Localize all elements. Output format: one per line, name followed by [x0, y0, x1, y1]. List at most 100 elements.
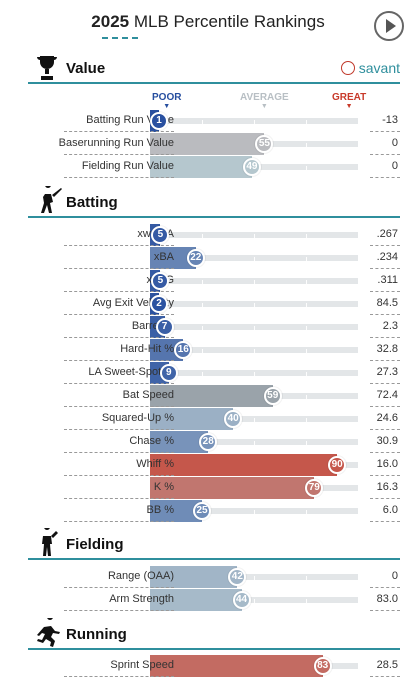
row-divider: [64, 245, 174, 246]
metric-row[interactable]: Squared-Up % 40 24.6: [28, 408, 400, 436]
metric-label: LA Sweet-Spot %: [88, 366, 174, 378]
track-tick: [202, 349, 203, 367]
metric-label: Chase %: [129, 435, 174, 447]
metric-label: Arm Strength: [109, 593, 174, 605]
row-divider: [64, 521, 174, 522]
row-divider: [64, 452, 174, 453]
metric-label: BB %: [146, 504, 174, 516]
section-header-value: Value savant: [28, 52, 400, 84]
percentile-bar: [150, 477, 315, 499]
metric-row[interactable]: Avg Exit Velocity 2 84.5: [28, 293, 400, 321]
metric-row[interactable]: Bat Speed 59 72.4: [28, 385, 400, 413]
metric-row[interactable]: xwOBA5.267: [28, 224, 400, 252]
percentile-track: [150, 347, 358, 367]
track-tick: [306, 372, 307, 390]
percentile-dot: 79: [305, 479, 324, 497]
value-divider: [370, 337, 400, 338]
metric-value: 30.9: [376, 435, 398, 447]
metric-row[interactable]: Arm Strength 44 83.0: [28, 589, 400, 617]
track-tick: [254, 234, 255, 252]
metric-label: Range (OAA): [107, 570, 174, 582]
savant-logo[interactable]: savant: [340, 60, 400, 76]
track-tick: [306, 166, 307, 184]
percentile-bar: [150, 589, 242, 611]
page-title: 2025 MLB Percentile Rankings: [0, 12, 416, 32]
metric-value: 27.3: [376, 366, 398, 378]
percentile-dot: 1: [150, 112, 168, 130]
row-divider: [64, 383, 174, 384]
play-button[interactable]: [374, 11, 404, 41]
metric-row[interactable]: LA Sweet-Spot % 9 27.3: [28, 362, 400, 390]
metric-value: 32.8: [376, 343, 398, 355]
track-tick: [306, 395, 307, 413]
metric-row[interactable]: Baserunning Run Value 55 0: [28, 133, 400, 161]
metric-row[interactable]: xSLG5.311: [28, 270, 400, 298]
track-tick: [306, 441, 307, 459]
percentile-dot: 2: [150, 295, 168, 313]
track-tick: [202, 120, 203, 138]
row-divider: [64, 131, 174, 132]
percentile-dot: 28: [199, 433, 218, 451]
percentile-track: [150, 118, 358, 138]
percentile-bar: [150, 566, 238, 588]
percentile-dot: 49: [242, 158, 261, 176]
legend-poor-marker: ▼: [163, 103, 171, 110]
metric-value: .267: [376, 228, 398, 240]
track-tick: [254, 372, 255, 390]
metric-row[interactable]: xBA 22 .234: [28, 247, 400, 275]
section-title: Batting: [66, 194, 118, 211]
track-tick: [254, 418, 255, 436]
metric-row[interactable]: K % 79 16.3: [28, 477, 400, 505]
track-tick: [254, 280, 255, 298]
metric-row[interactable]: Range (OAA) 42 0: [28, 566, 400, 594]
track-tick: [306, 326, 307, 344]
percentile-bar: [150, 408, 234, 430]
metric-row[interactable]: Batting Run Value 1 -13: [28, 110, 400, 138]
section-title: Running: [66, 626, 127, 643]
value-divider: [370, 406, 400, 407]
legend-great-label: GREAT: [332, 92, 367, 103]
track-tick: [306, 257, 307, 275]
row-divider: [64, 154, 174, 155]
metric-label: Baserunning Run Value: [58, 137, 174, 149]
metric-row[interactable]: Chase % 28 30.9: [28, 431, 400, 459]
value-divider: [370, 131, 400, 132]
value-divider: [370, 268, 400, 269]
metric-row[interactable]: Barrel % 7 2.3: [28, 316, 400, 344]
metric-row[interactable]: Whiff % 90 16.0: [28, 454, 400, 482]
track-tick: [254, 441, 255, 459]
metric-value: .311: [377, 274, 398, 286]
metric-value: 16.0: [376, 458, 398, 470]
track-tick: [254, 349, 255, 367]
percentile-bar: [150, 156, 252, 178]
percentile-dot: 42: [228, 568, 247, 586]
legend-average: AVERAGE ▼: [240, 92, 289, 110]
track-tick: [306, 418, 307, 436]
fielder-icon: [32, 524, 62, 558]
legend-great-marker: ▼: [345, 103, 353, 110]
percentile-bar: [150, 385, 273, 407]
track-tick: [254, 576, 255, 594]
metric-label: Squared-Up %: [101, 412, 174, 424]
value-divider: [370, 610, 400, 611]
metric-value: 28.5: [376, 659, 398, 671]
metric-row[interactable]: Hard-Hit % 16 32.8: [28, 339, 400, 367]
metric-row[interactable]: Fielding Run Value 49 0: [28, 156, 400, 184]
value-divider: [370, 360, 400, 361]
value-divider: [370, 314, 400, 315]
metric-value: 0: [391, 160, 398, 172]
percentile-track: [150, 324, 358, 344]
track-tick: [202, 257, 203, 275]
metric-row[interactable]: BB % 25 6.0: [28, 500, 400, 528]
track-tick: [202, 326, 203, 344]
percentile-bar: [150, 655, 323, 677]
track-tick: [254, 510, 255, 528]
track-tick: [306, 576, 307, 594]
metric-label: Sprint Speed: [110, 659, 174, 671]
metric-label: Hard-Hit %: [120, 343, 174, 355]
metric-value: .234: [376, 251, 398, 263]
metric-label: Bat Speed: [122, 389, 174, 401]
metric-row[interactable]: Sprint Speed 83 28.5: [28, 655, 400, 683]
percentile-track: [150, 232, 358, 252]
percentile-track: [150, 278, 358, 298]
